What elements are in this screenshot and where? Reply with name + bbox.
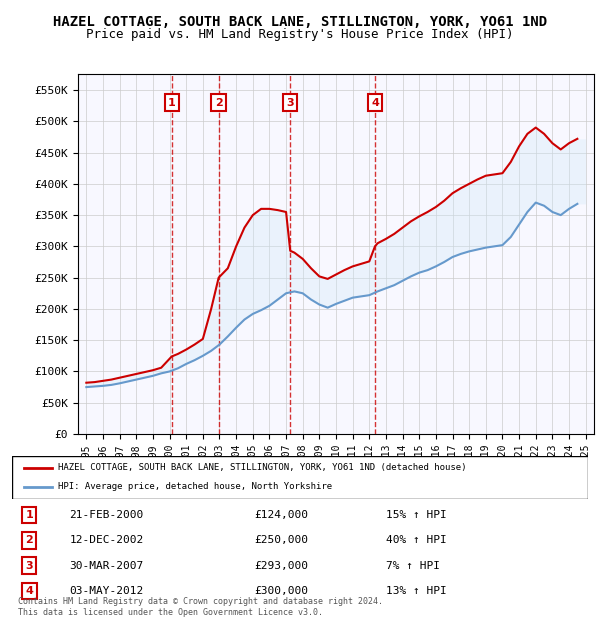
Text: 1: 1 xyxy=(25,510,33,520)
Text: 1: 1 xyxy=(168,97,176,107)
Text: 03-MAY-2012: 03-MAY-2012 xyxy=(70,586,144,596)
Text: £300,000: £300,000 xyxy=(254,586,308,596)
Text: 3: 3 xyxy=(25,560,33,570)
Text: 40% ↑ HPI: 40% ↑ HPI xyxy=(386,536,447,546)
Text: HPI: Average price, detached house, North Yorkshire: HPI: Average price, detached house, Nort… xyxy=(58,482,332,492)
Text: 12-DEC-2002: 12-DEC-2002 xyxy=(70,536,144,546)
Text: £293,000: £293,000 xyxy=(254,560,308,570)
Text: HAZEL COTTAGE, SOUTH BACK LANE, STILLINGTON, YORK, YO61 1ND (detached house): HAZEL COTTAGE, SOUTH BACK LANE, STILLING… xyxy=(58,463,467,472)
Text: HAZEL COTTAGE, SOUTH BACK LANE, STILLINGTON, YORK, YO61 1ND: HAZEL COTTAGE, SOUTH BACK LANE, STILLING… xyxy=(53,16,547,30)
Text: 4: 4 xyxy=(371,97,379,107)
Text: 2: 2 xyxy=(215,97,223,107)
Text: 30-MAR-2007: 30-MAR-2007 xyxy=(70,560,144,570)
Text: 7% ↑ HPI: 7% ↑ HPI xyxy=(386,560,440,570)
Text: £250,000: £250,000 xyxy=(254,536,308,546)
Text: 21-FEB-2000: 21-FEB-2000 xyxy=(70,510,144,520)
Text: 13% ↑ HPI: 13% ↑ HPI xyxy=(386,586,447,596)
Text: 2: 2 xyxy=(25,536,33,546)
FancyBboxPatch shape xyxy=(12,456,588,499)
Text: Price paid vs. HM Land Registry's House Price Index (HPI): Price paid vs. HM Land Registry's House … xyxy=(86,28,514,41)
Text: 4: 4 xyxy=(25,586,33,596)
Text: Contains HM Land Registry data © Crown copyright and database right 2024.
This d: Contains HM Land Registry data © Crown c… xyxy=(18,598,383,617)
Text: £124,000: £124,000 xyxy=(254,510,308,520)
Text: 3: 3 xyxy=(286,97,294,107)
Text: 15% ↑ HPI: 15% ↑ HPI xyxy=(386,510,447,520)
